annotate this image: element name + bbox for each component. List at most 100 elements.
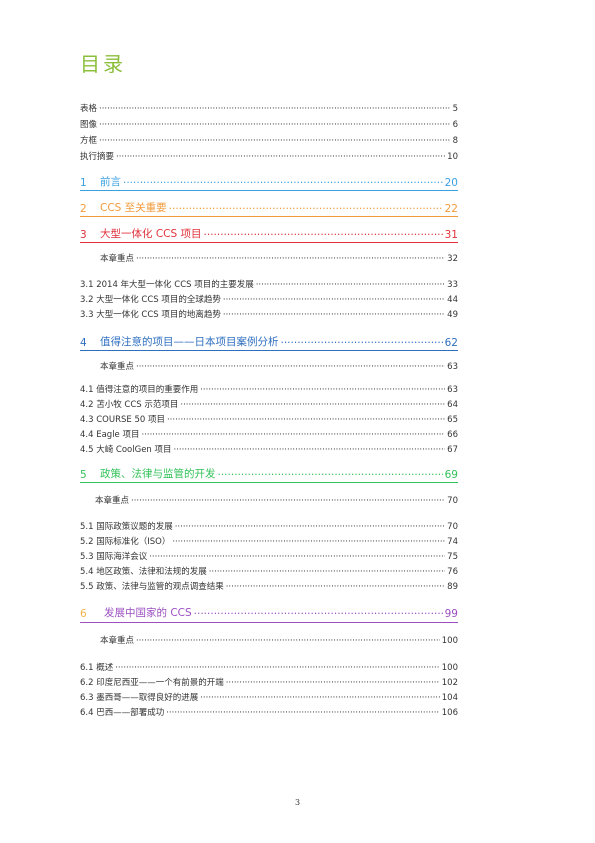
chapter-page: 69 (444, 469, 458, 481)
dot-leader (167, 415, 445, 425)
toc-section[interactable]: 4.4 Eagle 项目 66 (80, 428, 458, 440)
toc-entry-label: 5.2 国际标准化（ISO） (80, 537, 171, 547)
toc-entry-page: 63 (447, 362, 458, 372)
dot-leader (99, 104, 451, 114)
toc-section[interactable]: 5.4 地区政策、法律和法规的发展 76 (80, 565, 458, 577)
toc-section[interactable]: 6.2 印度尼西亚——一个有前景的开端 102 (80, 676, 458, 688)
dot-leader (209, 567, 445, 577)
toc-entry-page: 33 (447, 280, 458, 290)
toc-entry-label: 图像 (80, 120, 98, 130)
toc-entry-label: 3.1 2014 年大型一体化 CCS 项目的主要发展 (80, 280, 254, 290)
toc-entry-tables[interactable]: 表格 5 (80, 102, 458, 114)
toc-entry-page: 70 (447, 496, 458, 506)
toc-entry-label: 本章重点 (100, 254, 135, 264)
toc-entry-page: 65 (447, 415, 458, 425)
toc-section[interactable]: 4.1 值得注意的项目的重要作用 63 (80, 383, 458, 395)
dot-leader (123, 177, 443, 189)
toc-chapter-5[interactable]: 5 政策、法律与监管的开发 69 (80, 466, 458, 481)
toc-section[interactable]: 4.3 COURSE 50 项目 65 (80, 413, 458, 425)
chapter-rule (80, 350, 458, 351)
toc-section[interactable]: 3.3 大型一体化 CCS 项目的地离趋势 49 (80, 308, 458, 320)
toc-entry-label: 4.1 值得注意的项目的重要作用 (80, 385, 199, 395)
toc-key-points[interactable]: 本章重点 70 (95, 494, 458, 506)
chapter-label: 政策、法律与监管的开发 (100, 468, 216, 480)
toc-entry-page: 64 (447, 400, 458, 410)
toc-entry-label: 6.4 巴西——部署成功 (80, 708, 165, 718)
toc-entry-page: 102 (441, 678, 458, 688)
toc-section[interactable]: 5.2 国际标准化（ISO） 74 (80, 535, 458, 547)
dot-leader (256, 280, 445, 290)
toc-key-points[interactable]: 本章重点 100 (100, 634, 458, 646)
chapter-label: 前言 (100, 176, 121, 188)
toc-entry-page: 49 (447, 310, 458, 320)
dot-leader (180, 400, 445, 410)
toc-entry-label: 5.5 政策、法律与监管的观点调查结果 (80, 582, 224, 592)
chapter-number: 4 (80, 337, 87, 349)
toc-entry-label: 6.3 墨西哥——取得良好的进展 (80, 693, 199, 703)
toc-entry-label: 3.3 大型一体化 CCS 项目的地离趋势 (80, 310, 221, 320)
toc-entry-figures[interactable]: 图像 6 (80, 118, 458, 130)
toc-section[interactable]: 6.1 概述 100 (80, 661, 458, 673)
dot-leader (226, 678, 440, 688)
chapter-page: 31 (444, 229, 458, 241)
dot-leader (226, 582, 445, 592)
dot-leader (136, 636, 440, 646)
toc-key-points[interactable]: 本章重点 63 (100, 360, 458, 372)
toc-entry-page: 5 (452, 104, 458, 114)
toc-entry-page: 104 (441, 693, 458, 703)
toc-section[interactable]: 6.3 墨西哥——取得良好的进展 104 (80, 691, 458, 703)
toc-entry-page: 8 (452, 136, 458, 146)
toc-chapter-3[interactable]: 3 大型一体化 CCS 项目 31 (80, 226, 458, 241)
dot-leader (175, 522, 445, 532)
dot-leader (204, 229, 443, 241)
toc-entry-page: 44 (447, 295, 458, 305)
toc-entry-page: 74 (447, 537, 458, 547)
toc-chapter-1[interactable]: 1 前言 20 (80, 174, 458, 189)
toc-entry-label: 4.2 苫小牧 CCS 示范项目 (80, 400, 179, 410)
dot-leader (172, 537, 445, 547)
dot-leader (174, 445, 446, 455)
toc-entry-page: 106 (441, 708, 458, 718)
toc-entry-label: 执行摘要 (80, 152, 115, 162)
chapter-rule (80, 242, 458, 243)
dot-leader (200, 693, 440, 703)
toc-entry-label: 6.2 印度尼西亚——一个有前景的开端 (80, 678, 224, 688)
chapter-page: 99 (444, 608, 458, 620)
toc-entry-executive-summary[interactable]: 执行摘要 10 (80, 150, 458, 162)
chapter-rule (80, 190, 458, 191)
toc-entry-page: 67 (447, 445, 458, 455)
toc-section[interactable]: 3.1 2014 年大型一体化 CCS 项目的主要发展 33 (80, 278, 458, 290)
toc-title: 目录 (80, 52, 126, 76)
dot-leader (281, 337, 443, 349)
chapter-label: 发展中国家的 CCS (104, 607, 192, 619)
dot-leader (142, 430, 446, 440)
toc-key-points[interactable]: 本章重点 32 (100, 252, 458, 264)
dot-leader (136, 254, 445, 264)
toc-section[interactable]: 4.5 大崎 CoolGen 项目 67 (80, 443, 458, 455)
chapter-number: 2 (80, 203, 87, 215)
toc-chapter-4[interactable]: 4 值得注意的项目——日本项目案例分析 62 (80, 334, 458, 349)
toc-entry-label: 5.3 国际海洋会议 (80, 552, 148, 562)
toc-section[interactable]: 4.2 苫小牧 CCS 示范项目 64 (80, 398, 458, 410)
toc-entry-page: 100 (441, 636, 458, 646)
toc-entry-label: 5.1 国际政策议题的发展 (80, 522, 173, 532)
chapter-page: 20 (444, 177, 458, 189)
toc-entry-page: 6 (452, 120, 458, 130)
toc-entry-boxes[interactable]: 方框 8 (80, 134, 458, 146)
toc-section[interactable]: 3.2 大型一体化 CCS 项目的全球趋势 44 (80, 293, 458, 305)
toc-section[interactable]: 5.1 国际政策议题的发展 70 (80, 520, 458, 532)
toc-section[interactable]: 6.4 巴西——部署成功 106 (80, 706, 458, 718)
chapter-number: 3 (80, 229, 87, 241)
chapter-number: 5 (80, 469, 87, 481)
toc-section[interactable]: 5.5 政策、法律与监管的观点调查结果 89 (80, 580, 458, 592)
toc-entry-page: 10 (447, 152, 458, 162)
toc-chapter-2[interactable]: 2 CCS 至关重要 22 (80, 200, 458, 215)
toc-entry-label: 4.3 COURSE 50 项目 (80, 415, 165, 425)
dot-leader (223, 310, 445, 320)
chapter-page: 62 (444, 337, 458, 349)
toc-entry-page: 100 (441, 663, 458, 673)
toc-section[interactable]: 5.3 国际海洋会议 75 (80, 550, 458, 562)
chapter-label: 大型一体化 CCS 项目 (100, 228, 202, 240)
toc-chapter-6[interactable]: 6 发展中国家的 CCS 99 (80, 605, 458, 620)
chapter-label: CCS 至关重要 (100, 202, 167, 214)
